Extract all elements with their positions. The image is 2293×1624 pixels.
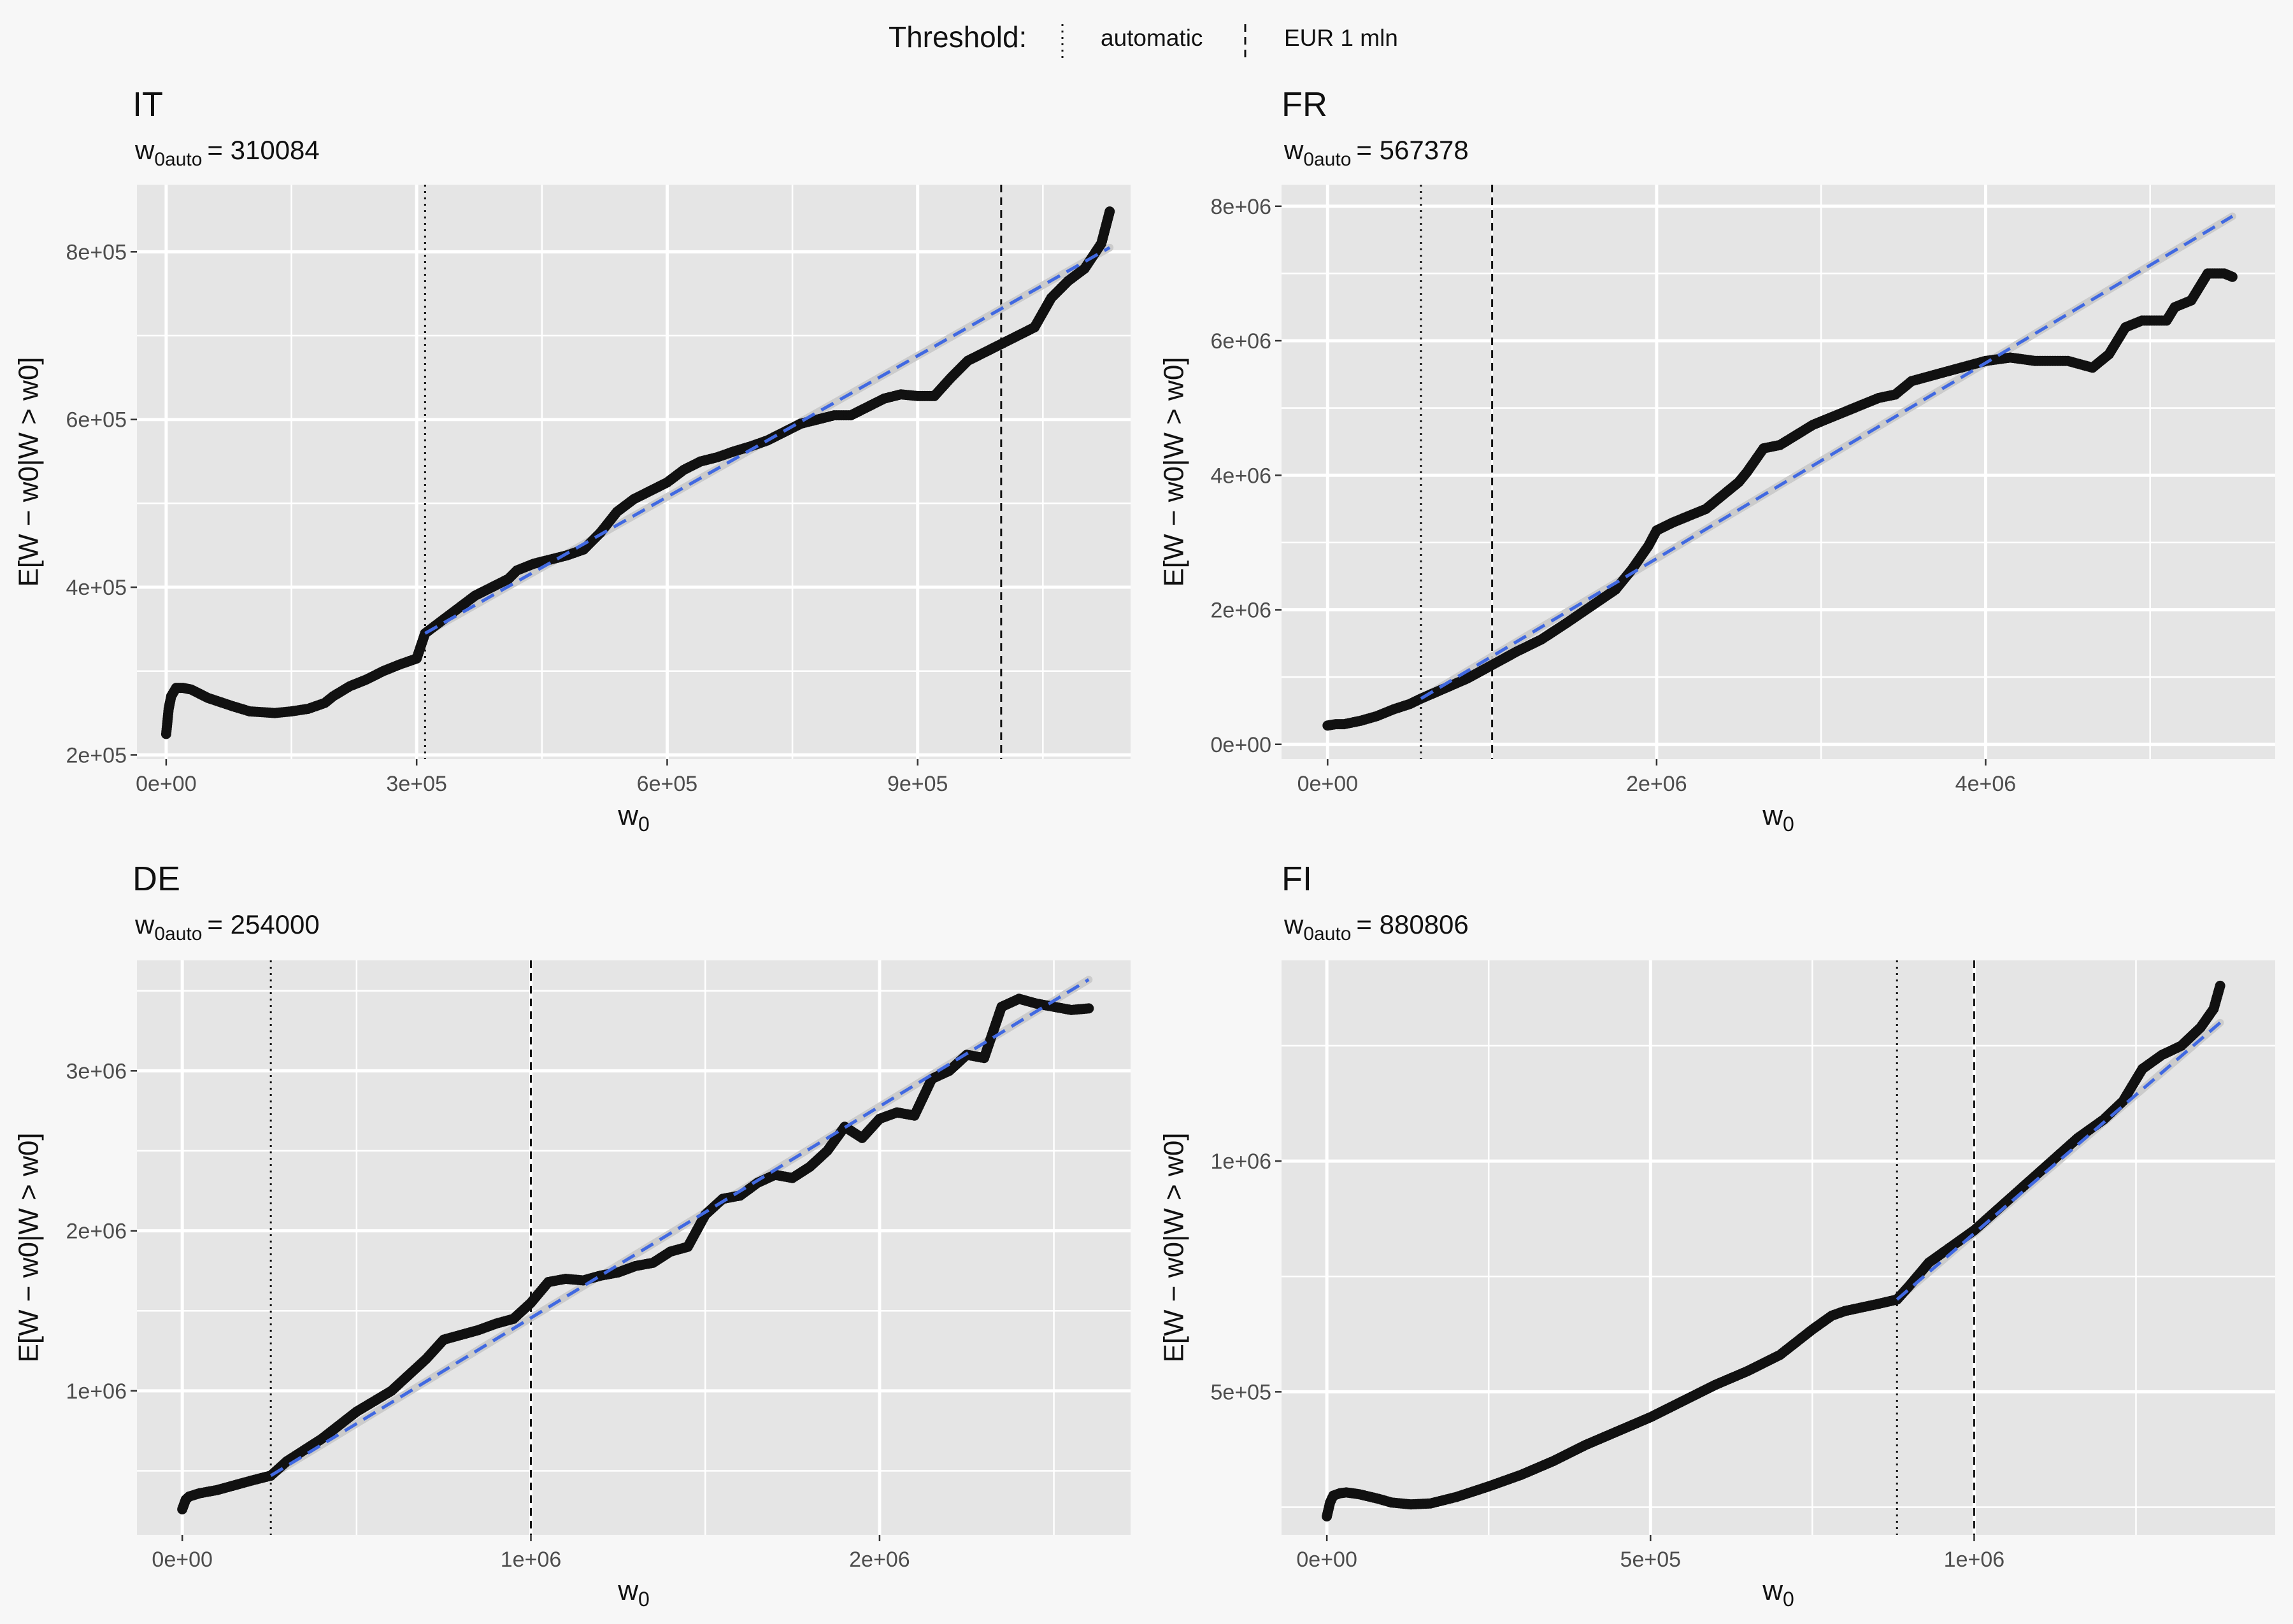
fit-line — [1896, 1021, 2222, 1301]
y-tick-label: 4e+06 — [1211, 464, 1272, 488]
plot-background — [1282, 185, 2275, 759]
x-tick-label: 2e+06 — [849, 1548, 910, 1572]
x-axis-label: w0 — [617, 800, 650, 836]
y-tick-label: 8e+06 — [1211, 195, 1272, 219]
plot-background — [137, 185, 1131, 759]
x-tick-label: 5e+05 — [1620, 1548, 1682, 1572]
panel-title: FR — [1282, 85, 1327, 124]
panel-it: 0e+00 3e+05 6e+05 9e+05 2e+05 4e+05 6e+05 8e+05… — [13, 85, 1131, 836]
legend: Threshold: automatic EUR 1 mln — [889, 20, 1398, 60]
y-tick-label: 2e+05 — [66, 743, 127, 767]
y-tick-label: 2e+06 — [1211, 599, 1272, 623]
fit-line — [1420, 215, 2234, 701]
legend-title: Threshold: — [889, 20, 1027, 53]
y-tick-label: 1e+06 — [66, 1379, 127, 1404]
legend-label-automatic: automatic — [1101, 25, 1203, 51]
x-tick-label: 6e+05 — [637, 772, 698, 796]
plot-background — [1282, 960, 2275, 1535]
x-axis-label: w0 — [1762, 1575, 1794, 1611]
x-axis-label: w0 — [1762, 800, 1794, 836]
panel-fr: 0e+00 2e+06 4e+06 0e+00 2e+06 4e+06 6e+06 8e+06… — [1159, 85, 2275, 836]
panel-de: 0e+00 1e+06 2e+06 1e+06 2e+06 3e+06 DE w0auto = … — [13, 860, 1131, 1611]
y-tick-label: 4e+05 — [66, 576, 127, 600]
data-point — [2215, 980, 2225, 991]
x-tick-label: 9e+05 — [887, 772, 948, 796]
y-tick-label: 8e+05 — [66, 240, 127, 264]
y-tick-label: 6e+06 — [1211, 329, 1272, 353]
y-axis-label: E[W − w0|W > w0] — [13, 1132, 45, 1362]
data-point — [1083, 1003, 1094, 1014]
data-points — [1322, 980, 2225, 1522]
panel-title: FI — [1282, 860, 1312, 898]
data-point — [1104, 206, 1115, 217]
y-axis-label: E[W − w0|W > w0] — [1159, 357, 1190, 587]
y-tick-label: 1e+06 — [1211, 1150, 1272, 1174]
panel-subtitle: w0auto = 310084 — [134, 135, 320, 170]
x-tick-label: 4e+06 — [1955, 772, 2017, 796]
x-tick-label: 1e+06 — [501, 1548, 562, 1572]
data-point — [2227, 271, 2238, 282]
x-tick-label: 0e+00 — [1297, 772, 1359, 796]
y-tick-label: 3e+06 — [66, 1059, 127, 1083]
fit-line — [424, 246, 1111, 635]
panel-title: DE — [132, 860, 180, 898]
y-tick-label: 6e+05 — [66, 408, 127, 432]
y-tick-label: 5e+05 — [1211, 1380, 1272, 1404]
x-tick-label: 1e+06 — [1944, 1548, 2005, 1572]
panel-title: IT — [132, 85, 163, 124]
panel-subtitle: w0auto = 567378 — [1283, 135, 1469, 170]
fit-line — [269, 978, 1090, 1478]
y-tick-label: 2e+06 — [66, 1220, 127, 1244]
y-axis-label: E[W − w0|W > w0] — [1159, 1132, 1190, 1362]
x-tick-label: 0e+00 — [136, 772, 197, 796]
y-axis-label: E[W − w0|W > w0] — [13, 357, 45, 587]
legend-label-eur-1-mln: EUR 1 mln — [1284, 25, 1398, 51]
panels: 0e+00 3e+05 6e+05 9e+05 2e+05 4e+05 6e+05 8e+05… — [13, 85, 2275, 1611]
y-tick-label: 0e+00 — [1211, 733, 1272, 757]
x-tick-label: 0e+00 — [152, 1548, 213, 1572]
x-tick-label: 2e+06 — [1626, 772, 1687, 796]
x-tick-label: 0e+00 — [1296, 1548, 1357, 1572]
x-tick-label: 3e+05 — [386, 772, 447, 796]
x-axis-label: w0 — [617, 1575, 650, 1611]
data-points — [1322, 268, 2238, 731]
panel-fi: 0e+00 5e+05 1e+06 5e+05 1e+06 FI w0auto = 88080… — [1159, 860, 2275, 1611]
panel-subtitle: w0auto = 880806 — [1283, 909, 1469, 944]
panel-subtitle: w0auto = 254000 — [134, 909, 320, 944]
